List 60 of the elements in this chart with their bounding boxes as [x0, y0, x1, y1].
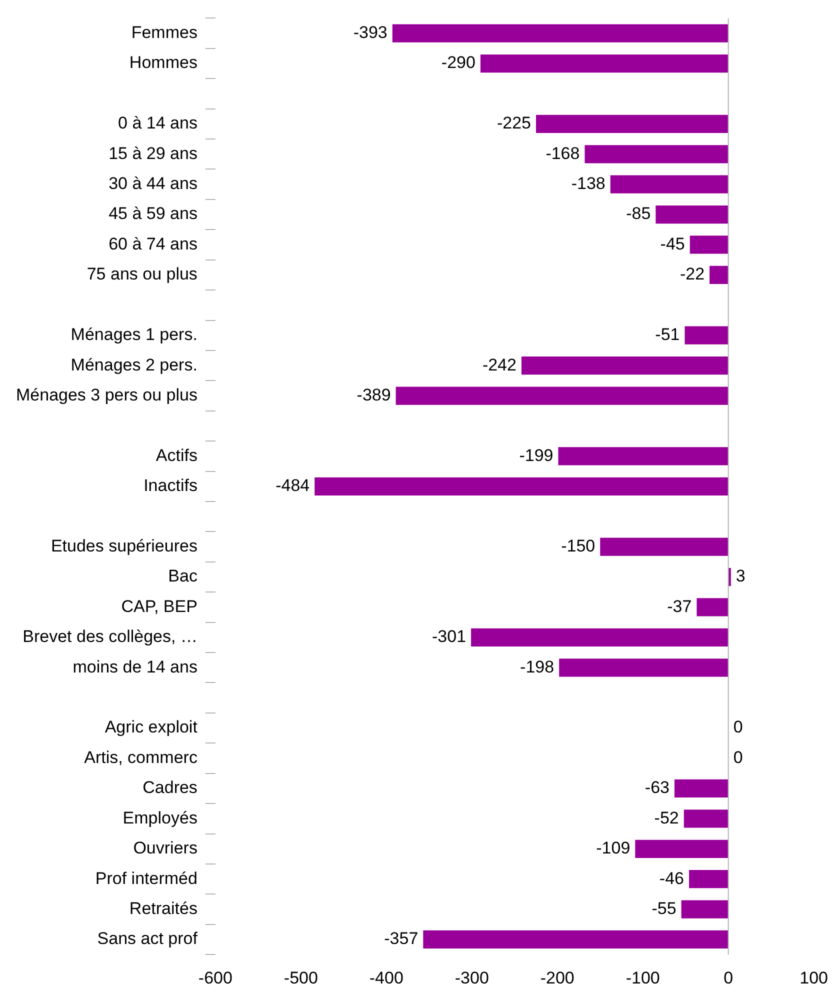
- x-tick-label: -300: [454, 968, 489, 988]
- x-tick-label: -400: [369, 968, 404, 988]
- y-tick-label: Actifs: [156, 446, 198, 465]
- data-label: -109: [596, 838, 630, 858]
- data-label: -290: [441, 53, 476, 72]
- data-label: -199: [519, 446, 554, 465]
- y-tick-label: 45 à 59 ans: [108, 204, 198, 224]
- y-tick-label: Sans act prof: [97, 929, 198, 948]
- y-tick-label: Employés: [122, 808, 198, 828]
- y-tick-label: Ménages 1 pers.: [70, 325, 198, 344]
- data-label: -389: [356, 385, 391, 404]
- data-label: -198: [520, 657, 554, 676]
- y-tick-label: Brevet des collèges, …: [22, 627, 198, 646]
- data-label: -150: [561, 536, 596, 556]
- data-label: -46: [659, 868, 684, 888]
- x-tick-label: 100: [800, 968, 828, 988]
- y-tick-label: 60 à 74 ans: [108, 234, 198, 254]
- x-tick-label: -200: [540, 968, 574, 988]
- y-tick-label: Cadres: [142, 778, 198, 798]
- y-tick-label: 75 ans ou plus: [86, 264, 198, 284]
- data-label: 0: [733, 718, 743, 737]
- data-label: 3: [736, 566, 746, 586]
- data-label: -45: [660, 234, 685, 254]
- data-label: -63: [644, 778, 670, 798]
- data-label: -168: [546, 144, 580, 163]
- y-tick-label: 0 à 14 ans: [118, 114, 198, 133]
- y-tick-label: Ménages 3 pers ou plus: [16, 385, 198, 404]
- data-label: 0: [733, 748, 743, 767]
- data-label: -22: [680, 264, 705, 284]
- data-label: -301: [432, 627, 466, 646]
- data-label: -242: [482, 355, 516, 374]
- y-tick-label: Femmes: [131, 22, 198, 42]
- data-label: -37: [667, 596, 692, 616]
- data-label: -52: [654, 808, 679, 828]
- y-tick-label: Bac: [168, 566, 198, 586]
- x-tick-label: -500: [284, 968, 318, 988]
- data-label: -138: [571, 174, 606, 194]
- data-label: -85: [626, 204, 651, 224]
- y-tick-label: CAP, BEP: [121, 596, 198, 616]
- x-tick-label: -600: [198, 968, 232, 988]
- y-tick-label: Retraités: [129, 898, 198, 918]
- data-label: -51: [655, 325, 680, 344]
- y-tick-label: Ouvriers: [133, 838, 198, 858]
- data-label: -393: [353, 22, 388, 42]
- data-label: -484: [276, 476, 310, 496]
- y-tick-label: 15 à 29 ans: [108, 144, 198, 163]
- y-tick-label: Ménages 2 pers.: [70, 355, 198, 374]
- data-label: -225: [496, 114, 532, 133]
- x-tick-label: -100: [626, 968, 660, 988]
- y-tick-label: Etudes supérieures: [50, 536, 198, 556]
- y-tick-label: Artis, commerc: [84, 748, 198, 767]
- data-label: -357: [384, 929, 418, 948]
- y-tick-label: Hommes: [129, 53, 198, 72]
- y-tick-label: moins de 14 ans: [72, 657, 198, 676]
- data-label: -55: [652, 898, 676, 918]
- y-tick-label: Prof interméd: [95, 868, 198, 888]
- x-tick-label: 0: [724, 968, 734, 988]
- y-tick-label: 30 à 44 ans: [108, 174, 198, 194]
- y-tick-label: Agric exploit: [104, 718, 198, 737]
- y-tick-label: Inactifs: [144, 476, 198, 496]
